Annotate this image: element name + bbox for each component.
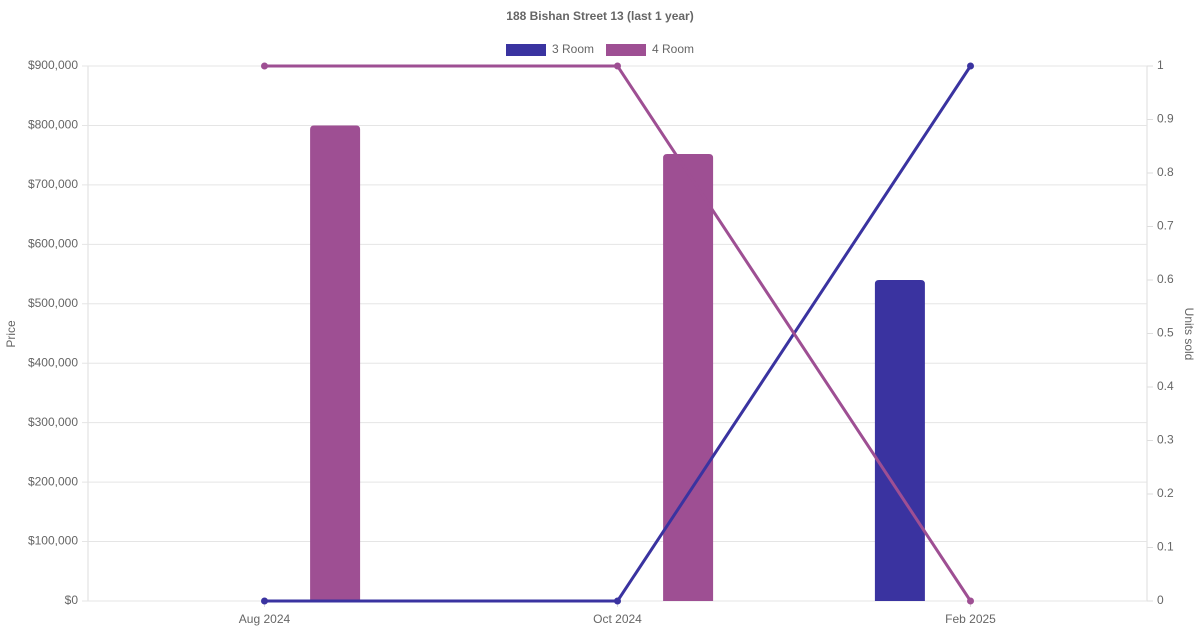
- units-point: [614, 597, 621, 605]
- y2-tick-label: 0.1: [1157, 540, 1174, 554]
- bar: [663, 153, 714, 601]
- y2-tick-label: 0.2: [1157, 486, 1174, 500]
- units-point: [967, 597, 974, 605]
- y-tick-label: $200,000: [28, 474, 78, 488]
- legend-swatch: [506, 44, 546, 56]
- y2-tick-label: 0.5: [1157, 326, 1174, 340]
- x-tick-label: Oct 2024: [593, 612, 642, 626]
- y-axis-title: Price: [4, 320, 18, 348]
- y-tick-label: $300,000: [28, 415, 78, 429]
- bar: [310, 125, 361, 601]
- y-tick-label: $700,000: [28, 177, 78, 191]
- y2-tick-label: 0.7: [1157, 219, 1174, 233]
- y2-tick-label: 0.4: [1157, 379, 1174, 393]
- units-point: [261, 597, 268, 605]
- y-tick-label: $600,000: [28, 237, 78, 251]
- bar: [874, 280, 925, 601]
- units-line: [264, 64, 972, 602]
- y2-tick-label: 0.3: [1157, 433, 1174, 447]
- x-tick-label: Aug 2024: [239, 612, 291, 626]
- y2-tick-label: 0.8: [1157, 165, 1174, 179]
- units-line: [264, 65, 972, 603]
- y-tick-label: $800,000: [28, 118, 78, 132]
- y-tick-label: $400,000: [28, 355, 78, 369]
- units-point: [614, 62, 621, 70]
- legend-swatch: [606, 44, 646, 56]
- legend-label: 3 Room: [552, 42, 594, 56]
- y2-tick-label: 1: [1157, 58, 1164, 72]
- units-point: [261, 62, 268, 70]
- y2-axis-title: Units sold: [1182, 308, 1196, 361]
- x-tick-label: Feb 2025: [945, 612, 996, 626]
- y2-tick-label: 0: [1157, 593, 1164, 607]
- units-point: [967, 62, 974, 70]
- legend-label: 4 Room: [652, 42, 694, 56]
- y2-tick-label: 0.6: [1157, 272, 1174, 286]
- y-tick-label: $0: [65, 593, 79, 607]
- y-tick-label: $900,000: [28, 58, 78, 72]
- y-tick-label: $100,000: [28, 534, 78, 548]
- y2-tick-label: 0.9: [1157, 112, 1174, 126]
- chart-title: 188 Bishan Street 13 (last 1 year): [506, 9, 693, 23]
- y-tick-label: $500,000: [28, 296, 78, 310]
